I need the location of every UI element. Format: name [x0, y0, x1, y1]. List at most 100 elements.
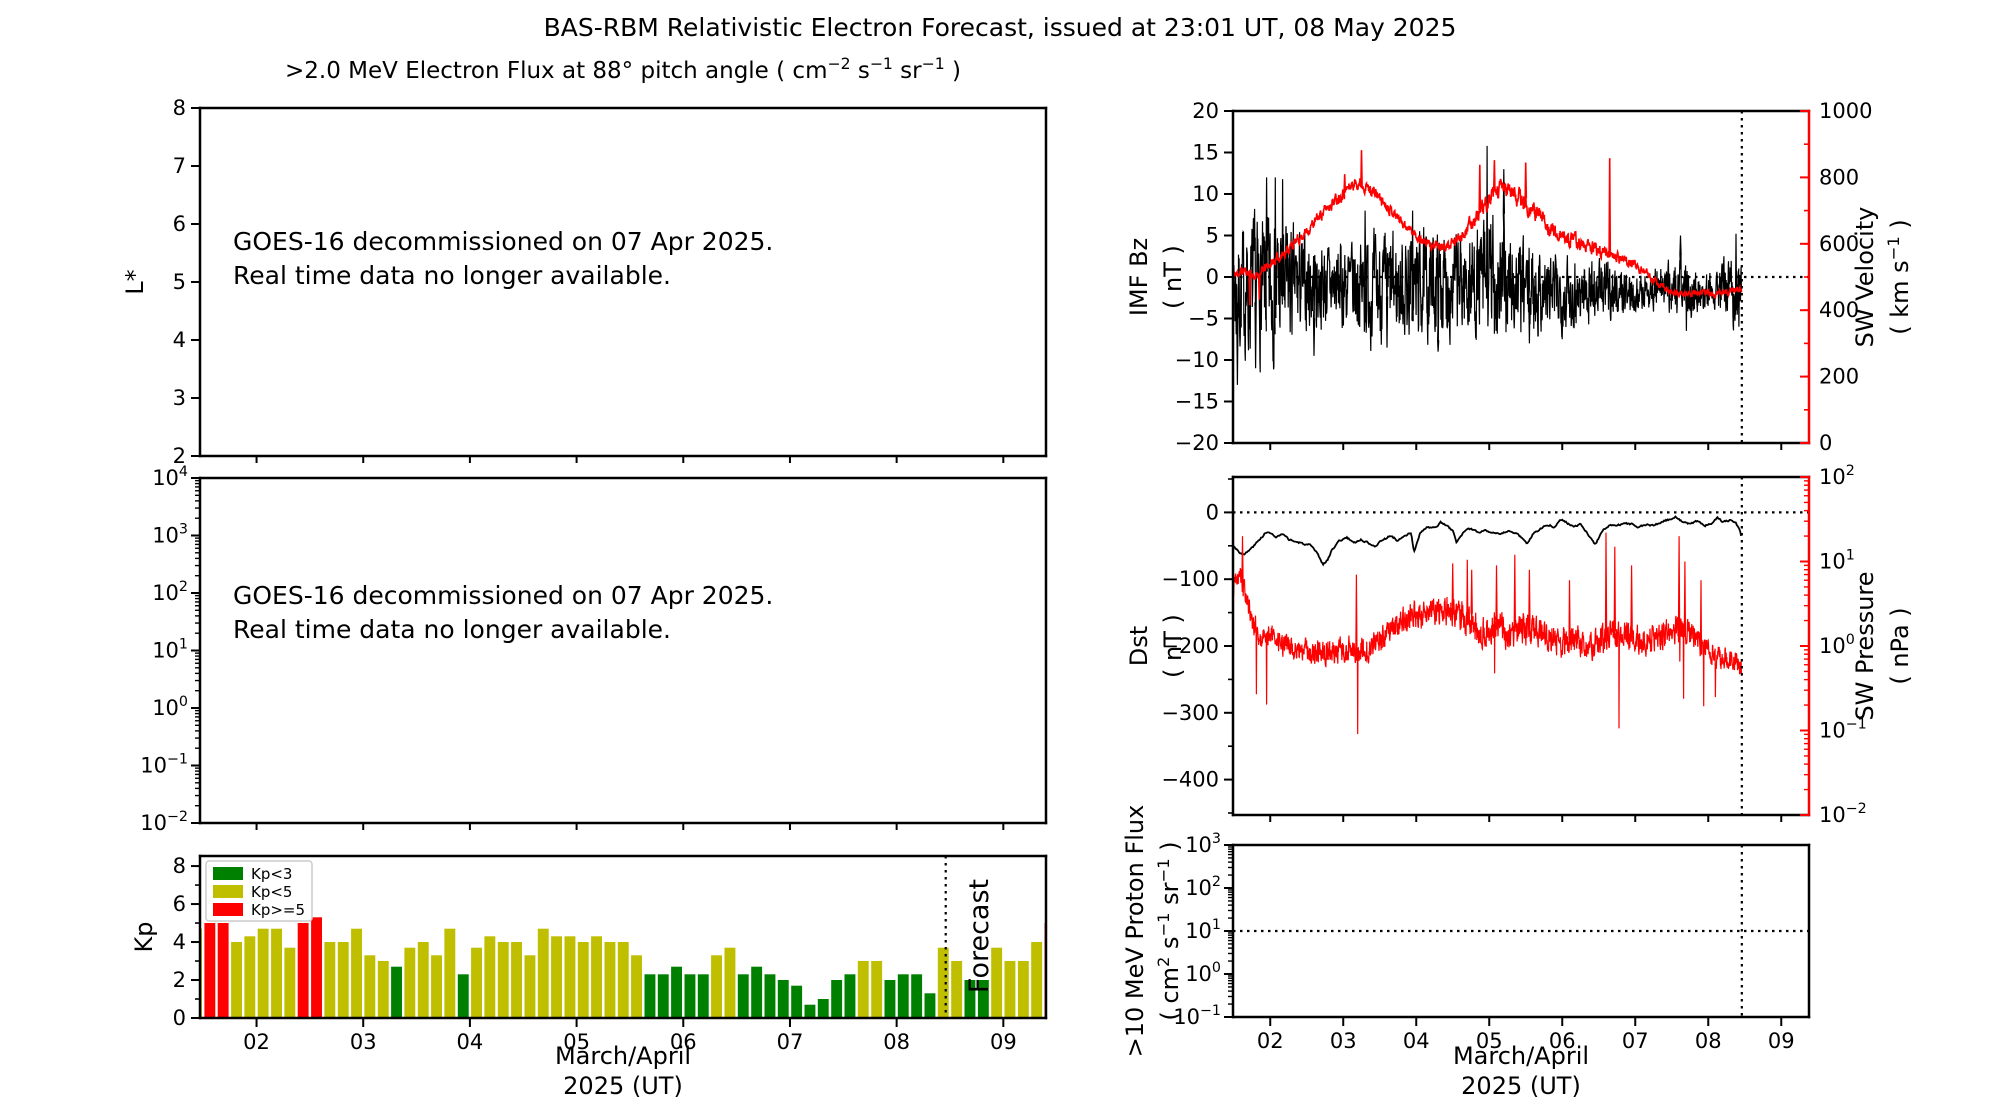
tick-label: 20: [1192, 99, 1219, 123]
kp-bar: [297, 923, 309, 1018]
tick-label: 06: [1549, 1029, 1576, 1053]
dst-axis-label-line1: Dst: [1125, 626, 1153, 666]
imf-bz-axis-label-line1: IMF Bz: [1125, 238, 1153, 316]
kp-bar: [231, 942, 242, 1018]
tick-label: −200: [1161, 634, 1219, 658]
tick-label: 101: [1185, 917, 1221, 943]
dst-line: [1232, 515, 1742, 567]
kp-legend-label-high: Kp>=5: [251, 901, 305, 919]
panel-dst-sw-pressure: 0 −100 −200 −300 −400 10−2 10−1 100 101 102: [1161, 463, 1866, 827]
left-xaxis-label-line1: March/April: [555, 1042, 691, 1070]
tick-label: 7: [173, 154, 186, 178]
tick-label: 02: [1257, 1029, 1284, 1053]
kp-bar: [431, 955, 442, 1018]
kp-bar: [831, 980, 843, 1018]
tick-label: 1000: [1819, 99, 1872, 123]
tick-label: −300: [1161, 701, 1219, 725]
tick-label: 2: [173, 444, 186, 468]
kp-bar: [937, 947, 949, 1018]
kp-bar: [524, 955, 536, 1018]
figure-labels: BAS-RBM Relativistic Electron Forecast, …: [121, 13, 1914, 1100]
kp-bar: [577, 942, 589, 1018]
tick-label: 10−2: [1819, 801, 1867, 827]
tick-label: 8: [173, 96, 186, 120]
kp-bar: [711, 955, 722, 1018]
right-xaxis-label-line2: 2025 (UT): [1461, 1072, 1581, 1100]
kp-bar: [311, 917, 322, 1018]
kp-bar: [417, 942, 429, 1018]
kp-bar: [911, 974, 923, 1018]
kp-bar: [564, 936, 576, 1018]
tick-label: 103: [152, 522, 188, 548]
kp-legend-swatch-low: [213, 867, 243, 880]
kp-bar: [351, 928, 362, 1018]
panel-proton-flux: 02 03 04 05 06 07 08 09 10−1 100 101 102 103: [1173, 831, 1811, 1053]
kp-bar: [657, 974, 669, 1018]
kp-bar: [244, 936, 256, 1018]
tick-label: 5: [1206, 224, 1219, 248]
tick-label: 10−1: [140, 752, 188, 778]
tick-label: 4: [173, 328, 186, 352]
imf-bz-axis-label-line2: ( nT ): [1159, 245, 1187, 309]
kp-bar: [257, 928, 269, 1018]
kp-bar: [697, 974, 709, 1018]
tick-label: 102: [152, 579, 188, 605]
tick-label: 07: [1622, 1029, 1649, 1053]
kp-bar: [857, 961, 869, 1018]
kp-bar: [791, 985, 803, 1018]
tick-label: 5: [173, 270, 186, 294]
kp-bar: [977, 980, 989, 1018]
forecast-region-label: Forecast: [964, 879, 995, 993]
tick-label: 09: [990, 1030, 1017, 1054]
kp-bar: [884, 980, 896, 1018]
tick-label: 3: [173, 386, 186, 410]
sw-velocity-axis-label-line1: SW Velocity: [1851, 207, 1879, 348]
figure-title: BAS-RBM Relativistic Electron Forecast, …: [544, 13, 1457, 42]
tick-label: 400: [1819, 298, 1859, 322]
tick-label: 2: [173, 968, 186, 992]
kp-bar: [817, 999, 829, 1018]
tick-label: 03: [1330, 1029, 1357, 1053]
panel-electron-flux-log: 10−2 10−1 100 101 102 103 104: [140, 464, 1048, 835]
kp-bar: [271, 928, 282, 1018]
kp-bar: [1004, 961, 1016, 1018]
kp-axis-label: Kp: [130, 922, 158, 953]
kp-bar: [897, 974, 909, 1018]
kp-bar: [457, 974, 469, 1018]
kp-bar: [404, 947, 416, 1018]
kp-bar: [551, 936, 562, 1018]
kp-bar: [991, 947, 1003, 1018]
kp-bar: [484, 936, 496, 1018]
sw-pressure-axis-label-line1: SW Pressure: [1851, 571, 1879, 720]
kp-bar: [924, 993, 936, 1018]
kp-bar: [951, 961, 963, 1018]
tick-label: 4: [173, 930, 186, 954]
kp-bar: [617, 942, 629, 1018]
right-xaxis-label-line1: March/April: [1453, 1042, 1589, 1070]
tick-label: 10−1: [1819, 717, 1867, 743]
kp-bars: [200, 917, 1046, 1018]
kp-bar: [217, 923, 229, 1018]
kp-bar: [1031, 942, 1043, 1018]
kp-bar: [337, 942, 349, 1018]
tick-label: 10: [1192, 182, 1219, 206]
kp-bar: [537, 928, 549, 1018]
tick-label: 03: [350, 1030, 377, 1054]
kp-bar: [591, 936, 602, 1018]
tick-label: 101: [152, 637, 188, 663]
decommission-note-line2: Real time data no longer available.: [233, 261, 671, 290]
kp-bar: [511, 942, 522, 1018]
tick-label: 05: [563, 1030, 590, 1054]
tick-label: 102: [1185, 874, 1221, 900]
electron-flux-panel-title: >2.0 MeV Electron Flux at 88° pitch angl…: [285, 54, 961, 84]
tick-label: 10−2: [140, 809, 188, 835]
tick-label: 200: [1819, 365, 1859, 389]
tick-label: 09: [1768, 1029, 1795, 1053]
tick-label: 100: [1819, 632, 1855, 658]
kp-legend-swatch-mid: [213, 885, 243, 898]
sw-velocity-line: [1232, 150, 1743, 306]
tick-label: 0: [1819, 431, 1832, 455]
